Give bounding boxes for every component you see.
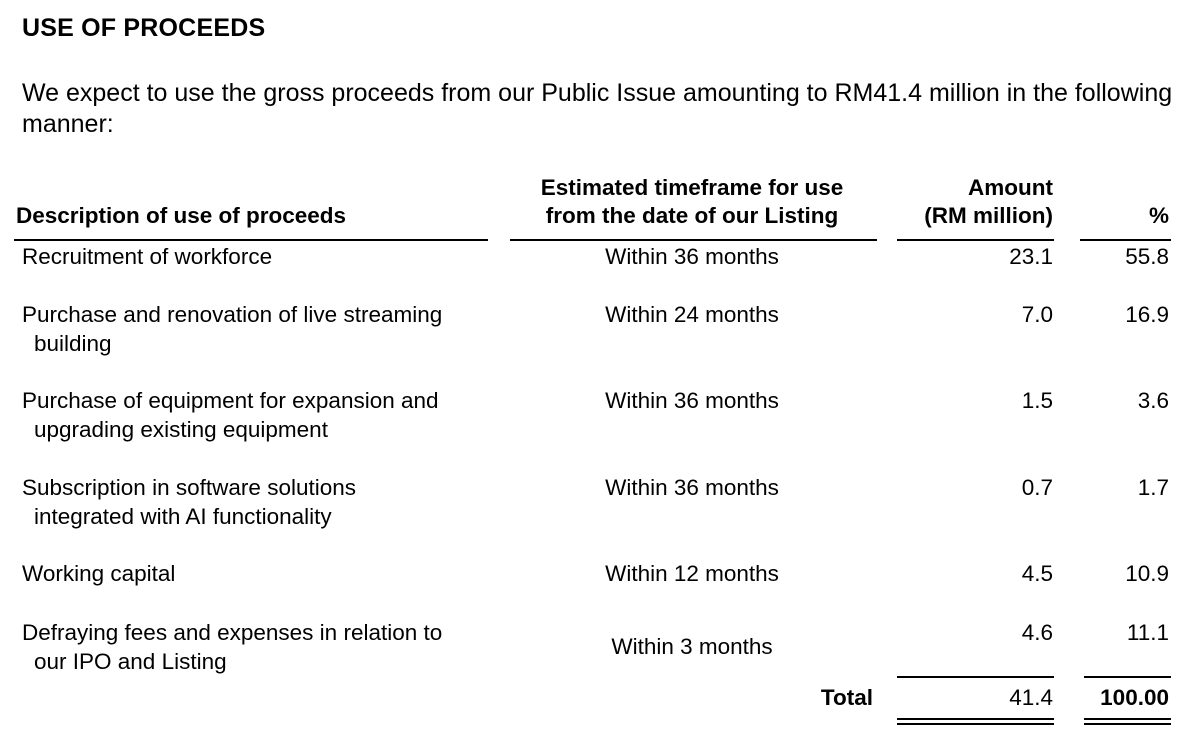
total-percent: 100.00 <box>1100 685 1169 710</box>
row-amount: 4.6 <box>1021 620 1053 645</box>
row-description-line2: integrated with AI functionality <box>34 504 332 529</box>
total-label: Total <box>820 685 873 710</box>
row-percent: 11.1 <box>1126 620 1169 645</box>
intro-paragraph: We expect to use the gross proceeds from… <box>22 79 1173 138</box>
header-description: Description of use of proceeds <box>16 203 347 228</box>
row-description-word: solutions <box>267 475 356 500</box>
row-description: Purchase of equipment for expansion and … <box>22 386 483 444</box>
total-double-rule-percent-2 <box>1084 723 1171 725</box>
row-timeframe: Within 12 months <box>605 561 779 586</box>
total-rule-top-amount <box>897 676 1054 678</box>
header-timeframe: Estimated timeframe for use from the dat… <box>506 174 878 230</box>
row-percent: 1.7 <box>1137 475 1169 500</box>
header-rule-timeframe <box>510 239 877 241</box>
row-description: Recruitment of workforce <box>22 242 483 271</box>
row-description-line2: our IPO and Listing <box>34 649 227 674</box>
row-description-line1: Working capital <box>22 561 176 586</box>
total-rule-top-percent <box>1084 676 1171 678</box>
header-amount: Amount (RM million) <box>896 174 1053 230</box>
row-percent: 55.8 <box>1125 244 1169 269</box>
row-description-line2: upgrading existing equipment <box>34 417 328 442</box>
row-timeframe: Within 36 months <box>605 388 779 413</box>
row-amount: 7.0 <box>1021 302 1053 327</box>
header-percent: % <box>1148 203 1169 228</box>
row-percent: 3.6 <box>1137 388 1169 413</box>
header-timeframe-line2: from the date of our Listing <box>545 203 839 228</box>
row-description: Working capital <box>22 559 483 588</box>
row-timeframe: Within 36 months <box>605 475 779 500</box>
row-description-line2: building <box>34 331 112 356</box>
header-amount-line1: Amount <box>968 175 1053 200</box>
total-double-rule-amount-1 <box>897 718 1054 720</box>
total-double-rule-percent-1 <box>1084 718 1171 720</box>
row-description: Purchase and renovation of live streamin… <box>22 300 483 358</box>
row-description-word: in <box>152 475 170 500</box>
row-description-word: software <box>175 475 261 500</box>
header-rule-percent <box>1080 239 1171 241</box>
row-description-line1: Defraying fees and expenses in relation … <box>22 620 443 645</box>
total-amount: 41.4 <box>1009 685 1053 710</box>
row-amount: 1.5 <box>1021 388 1053 413</box>
row-amount: 23.1 <box>1009 244 1053 269</box>
row-description-word: Subscription <box>22 475 146 500</box>
row-description: Subscription in software solutions integ… <box>22 473 483 531</box>
row-percent: 16.9 <box>1125 302 1169 327</box>
row-description-line1: Purchase of equipment for expansion and <box>22 388 439 413</box>
row-description-line1: Subscription in software solutions <box>22 473 483 502</box>
row-description-line1: Purchase and renovation of live streamin… <box>22 302 443 327</box>
row-timeframe: Within 36 months <box>605 244 779 269</box>
header-timeframe-line1: Estimated timeframe for use <box>540 175 844 200</box>
row-timeframe: Within 24 months <box>605 302 779 327</box>
row-description-line1: Recruitment of workforce <box>22 244 273 269</box>
row-description: Defraying fees and expenses in relation … <box>22 618 483 676</box>
row-amount: 4.5 <box>1021 561 1053 586</box>
header-rule-amount <box>897 239 1054 241</box>
header-rule-description <box>14 239 488 241</box>
row-percent: 10.9 <box>1125 561 1169 586</box>
section-heading: USE OF PROCEEDS <box>22 14 266 42</box>
total-double-rule-amount-2 <box>897 723 1054 725</box>
row-amount: 0.7 <box>1021 475 1053 500</box>
header-amount-line2: (RM million) <box>924 203 1053 228</box>
row-timeframe: Within 3 months <box>611 634 773 659</box>
